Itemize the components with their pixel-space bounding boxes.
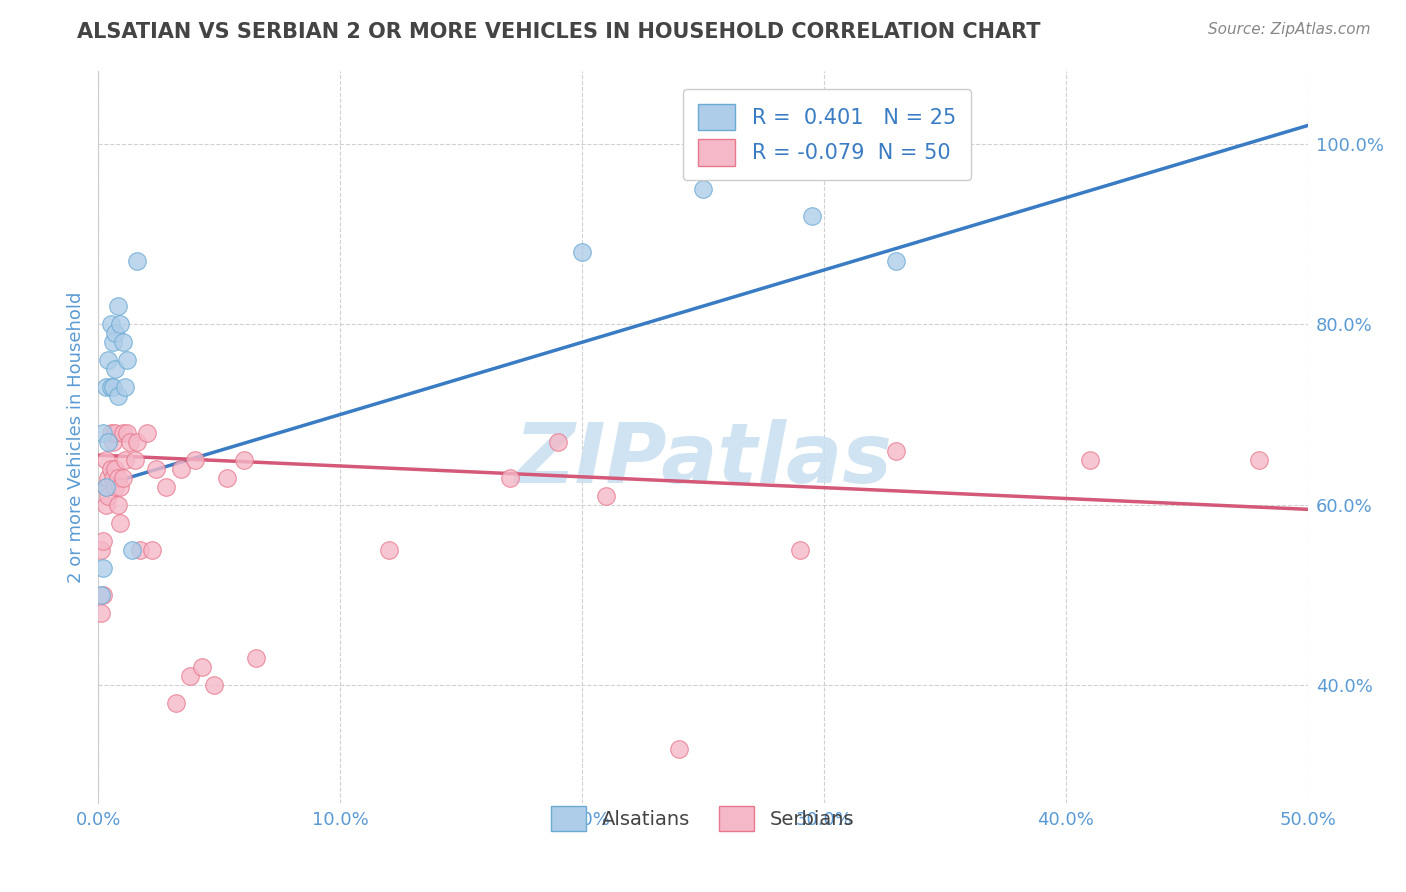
Point bbox=[104, 425, 127, 440]
Point bbox=[127, 254, 149, 268]
Point bbox=[97, 471, 120, 485]
Point bbox=[118, 434, 141, 449]
Point bbox=[91, 425, 114, 440]
Point bbox=[90, 543, 112, 558]
Point bbox=[100, 461, 122, 475]
Point bbox=[117, 425, 139, 440]
Point bbox=[104, 362, 127, 376]
Point bbox=[111, 471, 134, 485]
Point bbox=[184, 452, 207, 467]
Point bbox=[595, 489, 617, 503]
Point bbox=[107, 389, 129, 403]
Point bbox=[571, 244, 593, 259]
Point bbox=[692, 182, 714, 196]
Point bbox=[104, 480, 127, 494]
Point bbox=[108, 516, 131, 530]
Point bbox=[94, 498, 117, 512]
Point bbox=[135, 425, 157, 440]
Point bbox=[789, 543, 811, 558]
Text: Source: ZipAtlas.com: Source: ZipAtlas.com bbox=[1208, 22, 1371, 37]
Point bbox=[1249, 452, 1271, 467]
Point bbox=[91, 561, 114, 575]
Text: ALSATIAN VS SERBIAN 2 OR MORE VEHICLES IN HOUSEHOLD CORRELATION CHART: ALSATIAN VS SERBIAN 2 OR MORE VEHICLES I… bbox=[77, 22, 1040, 42]
Point bbox=[141, 543, 163, 558]
Point bbox=[114, 452, 136, 467]
Point bbox=[886, 443, 908, 458]
Point bbox=[155, 480, 177, 494]
Point bbox=[90, 588, 112, 602]
Point bbox=[107, 299, 129, 313]
Point bbox=[101, 380, 124, 394]
Point bbox=[179, 669, 201, 683]
Point bbox=[94, 380, 117, 394]
Point bbox=[121, 543, 143, 558]
Point bbox=[94, 480, 117, 494]
Point bbox=[498, 471, 520, 485]
Point bbox=[127, 434, 149, 449]
Point bbox=[117, 353, 139, 368]
Point bbox=[145, 461, 167, 475]
Point bbox=[114, 380, 136, 394]
Point bbox=[191, 660, 214, 674]
Point bbox=[124, 452, 146, 467]
Point bbox=[111, 335, 134, 350]
Point bbox=[97, 489, 120, 503]
Point bbox=[94, 480, 117, 494]
Point bbox=[100, 380, 122, 394]
Legend: Alsatians, Serbians: Alsatians, Serbians bbox=[538, 792, 868, 845]
Point bbox=[886, 254, 908, 268]
Point bbox=[101, 434, 124, 449]
Point bbox=[377, 543, 399, 558]
Point bbox=[94, 452, 117, 467]
Point bbox=[101, 335, 124, 350]
Point bbox=[165, 697, 187, 711]
Point bbox=[128, 543, 150, 558]
Y-axis label: 2 or more Vehicles in Household: 2 or more Vehicles in Household bbox=[66, 292, 84, 582]
Point bbox=[215, 471, 238, 485]
Point bbox=[107, 471, 129, 485]
Point bbox=[108, 317, 131, 331]
Point bbox=[101, 471, 124, 485]
Point bbox=[100, 425, 122, 440]
Point bbox=[90, 606, 112, 620]
Point bbox=[107, 498, 129, 512]
Point bbox=[91, 533, 114, 548]
Point bbox=[204, 678, 226, 692]
Point bbox=[111, 425, 134, 440]
Text: ZIPatlas: ZIPatlas bbox=[515, 418, 891, 500]
Point bbox=[232, 452, 254, 467]
Point bbox=[1078, 452, 1101, 467]
Point bbox=[104, 326, 127, 341]
Point bbox=[245, 651, 267, 665]
Point bbox=[97, 434, 120, 449]
Point bbox=[668, 741, 690, 756]
Point bbox=[91, 588, 114, 602]
Point bbox=[104, 461, 127, 475]
Point bbox=[800, 209, 823, 223]
Point bbox=[100, 317, 122, 331]
Point bbox=[108, 480, 131, 494]
Point bbox=[169, 461, 191, 475]
Point bbox=[97, 353, 120, 368]
Point bbox=[547, 434, 569, 449]
